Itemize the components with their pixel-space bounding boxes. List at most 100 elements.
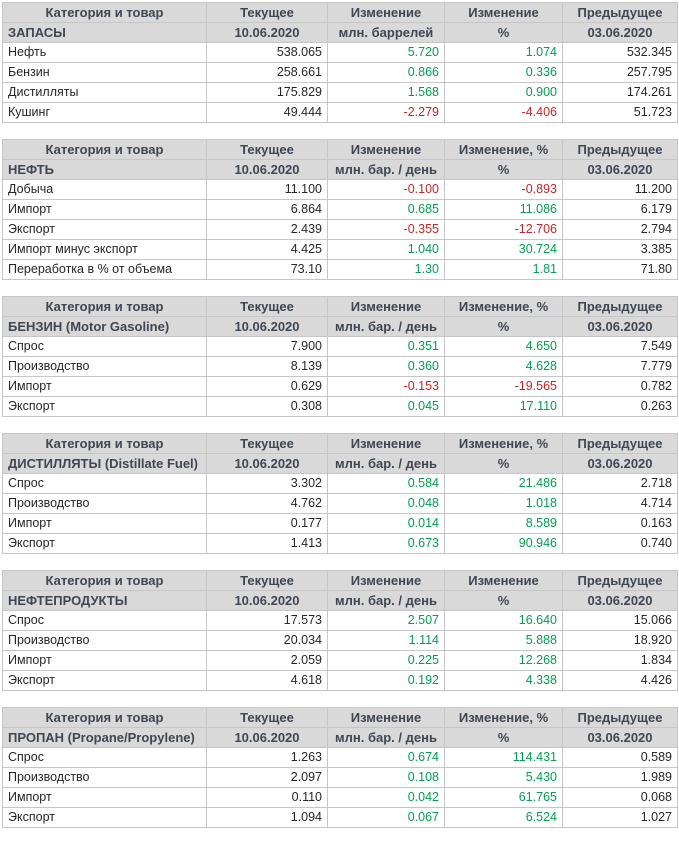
- row-label: Дистилляты: [2, 82, 207, 103]
- previous-value: 7.779: [562, 356, 678, 377]
- current-value: 0.308: [206, 396, 328, 417]
- subheader-cell: %: [444, 159, 563, 180]
- column-header: Текущее: [206, 139, 328, 160]
- table-row: Экспорт 2.439 -0.355 -12.706 2.794: [2, 219, 678, 240]
- table-row: Производство 20.034 1.114 5.888 18.920: [2, 630, 678, 651]
- row-label: Спрос: [2, 336, 207, 357]
- previous-value: 257.795: [562, 62, 678, 83]
- subheader-cell: 03.06.2020: [562, 159, 678, 180]
- table-row: Экспорт 0.308 0.045 17.110 0.263: [2, 396, 678, 417]
- subheader-cell: млн. баррелей: [327, 22, 445, 43]
- table-row: Кушинг 49.444 -2.279 -4.406 51.723: [2, 102, 678, 123]
- subheader-cell: 03.06.2020: [562, 590, 678, 611]
- previous-value: 174.261: [562, 82, 678, 103]
- change-value: -0.355: [327, 219, 445, 240]
- data-table-oil: Категория и товар Текущее Изменение Изменен…: [2, 139, 678, 280]
- row-label: Кушинг: [2, 102, 207, 123]
- change-value: 0.048: [327, 493, 445, 514]
- current-value: 73.10: [206, 259, 328, 280]
- subheader-cell: 03.06.2020: [562, 22, 678, 43]
- tables-container: Категория и товар Текущее Изменение Изменен…: [2, 2, 679, 828]
- row-label: Добыча: [2, 179, 207, 200]
- column-header: Категория и товар: [2, 433, 207, 454]
- table-row: Импорт 6.864 0.685 11.086 6.179: [2, 199, 678, 220]
- column-header: Предыдущее: [562, 707, 678, 728]
- change-value: 0.067: [327, 807, 445, 828]
- section-title: БЕНЗИН (Motor Gasoline): [2, 316, 207, 337]
- section-title: ПРОПАН (Propane/Propylene): [2, 727, 207, 748]
- column-header: Текущее: [206, 2, 328, 23]
- table-row: Спрос 1.263 0.674 114.431 0.589: [2, 747, 678, 768]
- change-value: 0.108: [327, 767, 445, 788]
- previous-value: 71.80: [562, 259, 678, 280]
- column-header: Предыдущее: [562, 2, 678, 23]
- column-header: Текущее: [206, 707, 328, 728]
- current-value: 7.900: [206, 336, 328, 357]
- current-value: 2.439: [206, 219, 328, 240]
- row-label: Импорт: [2, 513, 207, 534]
- change-value: 0.584: [327, 473, 445, 494]
- previous-value: 2.718: [562, 473, 678, 494]
- column-header: Предыдущее: [562, 570, 678, 591]
- change-pct-value: 61.765: [444, 787, 563, 808]
- row-label: Производство: [2, 630, 207, 651]
- column-header: Изменение: [327, 707, 445, 728]
- change-pct-value: 0.336: [444, 62, 563, 83]
- current-value: 0.177: [206, 513, 328, 534]
- change-pct-value: 6.524: [444, 807, 563, 828]
- change-value: 1.114: [327, 630, 445, 651]
- change-pct-value: 17.110: [444, 396, 563, 417]
- column-header: Изменение: [327, 139, 445, 160]
- previous-value: 4.714: [562, 493, 678, 514]
- table-row: Бензин 258.661 0.866 0.336 257.795: [2, 62, 678, 83]
- current-value: 1.263: [206, 747, 328, 768]
- change-value: 0.673: [327, 533, 445, 554]
- change-pct-value: 1.074: [444, 42, 563, 63]
- table-row: Дистилляты 175.829 1.568 0.900 174.261: [2, 82, 678, 103]
- change-value: 0.042: [327, 787, 445, 808]
- row-label: Производство: [2, 493, 207, 514]
- table-row: Импорт 0.110 0.042 61.765 0.068: [2, 787, 678, 808]
- change-pct-value: -19.565: [444, 376, 563, 397]
- current-value: 11.100: [206, 179, 328, 200]
- table-row: Спрос 7.900 0.351 4.650 7.549: [2, 336, 678, 357]
- change-pct-value: -12.706: [444, 219, 563, 240]
- column-header: Изменение, %: [444, 433, 563, 454]
- table-row: Экспорт 1.094 0.067 6.524 1.027: [2, 807, 678, 828]
- current-value: 3.302: [206, 473, 328, 494]
- column-header: Изменение: [327, 433, 445, 454]
- current-value: 2.097: [206, 767, 328, 788]
- change-value: 0.866: [327, 62, 445, 83]
- change-pct-value: 12.268: [444, 650, 563, 671]
- row-label: Экспорт: [2, 533, 207, 554]
- previous-value: 6.179: [562, 199, 678, 220]
- subheader-cell: млн. бар. / день: [327, 590, 445, 611]
- data-table-gasoline: Категория и товар Текущее Изменение Изменен…: [2, 296, 678, 417]
- table-row: Производство 2.097 0.108 5.430 1.989: [2, 767, 678, 788]
- change-value: 0.014: [327, 513, 445, 534]
- table-row: Производство 4.762 0.048 1.018 4.714: [2, 493, 678, 514]
- row-label: Спрос: [2, 610, 207, 631]
- table-row: Экспорт 1.413 0.673 90.946 0.740: [2, 533, 678, 554]
- subheader-cell: 10.06.2020: [206, 22, 328, 43]
- table-row: Импорт 0.629 -0.153 -19.565 0.782: [2, 376, 678, 397]
- change-pct-value: 21.486: [444, 473, 563, 494]
- previous-value: 0.589: [562, 747, 678, 768]
- change-value: -0.100: [327, 179, 445, 200]
- current-value: 4.618: [206, 670, 328, 691]
- previous-value: 532.345: [562, 42, 678, 63]
- subheader-cell: %: [444, 453, 563, 474]
- subheader-cell: млн. бар. / день: [327, 727, 445, 748]
- row-label: Импорт: [2, 376, 207, 397]
- subheader-cell: 03.06.2020: [562, 727, 678, 748]
- table-row: Переработка в % от объема 73.10 1.30 1.81 71…: [2, 259, 678, 280]
- current-value: 1.413: [206, 533, 328, 554]
- previous-value: 0.263: [562, 396, 678, 417]
- row-label: Импорт: [2, 650, 207, 671]
- subheader-cell: 03.06.2020: [562, 316, 678, 337]
- previous-value: 1.027: [562, 807, 678, 828]
- column-header: Изменение: [327, 2, 445, 23]
- subheader-cell: %: [444, 22, 563, 43]
- row-label: Спрос: [2, 747, 207, 768]
- previous-value: 51.723: [562, 102, 678, 123]
